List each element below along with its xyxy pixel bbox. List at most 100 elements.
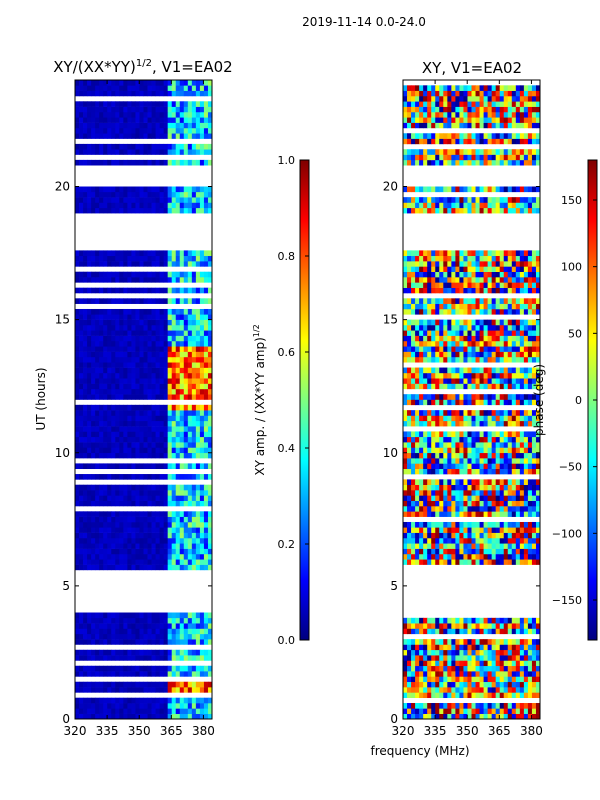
heatmap-cell [75, 378, 80, 384]
heatmap-cell [127, 330, 132, 336]
heatmap-cell [159, 452, 165, 459]
heatmap-cell [447, 628, 452, 635]
heatmap-cell [195, 655, 201, 661]
heatmap-cell [467, 506, 472, 512]
heatmap-cell [103, 463, 108, 470]
heatmap-cell [99, 703, 104, 709]
heatmap-cell [87, 340, 92, 347]
heatmap-cell [91, 484, 96, 491]
heatmap-cell [199, 261, 205, 267]
heatmap-cell [183, 628, 189, 635]
heatmap-cell [139, 197, 144, 203]
heatmap-cell [427, 330, 432, 336]
heatmap-cell [167, 404, 173, 411]
heatmap-cell [135, 500, 140, 507]
heatmap-cell [79, 537, 84, 544]
heatmap-cell [463, 687, 468, 693]
heatmap-cell [143, 420, 148, 427]
heatmap-cell [151, 255, 156, 262]
heatmap-cell [483, 458, 489, 464]
heatmap-cell [139, 532, 144, 539]
heatmap-cell [443, 442, 448, 448]
heatmap-cell [407, 490, 412, 496]
heatmap-cell [447, 324, 452, 331]
heatmap-cell [103, 122, 108, 129]
heatmap-cell [183, 308, 189, 315]
heatmap-cell [531, 649, 537, 656]
heatmap-cell [123, 665, 128, 672]
heatmap-cell [159, 149, 165, 155]
heatmap-cell [531, 692, 537, 699]
heatmap-cell [147, 703, 152, 709]
heatmap-cell [519, 442, 525, 448]
heatmap-cell [143, 697, 148, 704]
heatmap-cell [507, 495, 513, 501]
heatmap-cell [527, 330, 533, 336]
heatmap-cell [535, 660, 541, 667]
heatmap-cell [155, 426, 161, 432]
heatmap-cell [499, 617, 505, 624]
heatmap-cell [183, 420, 189, 427]
heatmap-cell [515, 644, 521, 651]
heatmap-cell [79, 521, 84, 528]
heatmap-cell [135, 665, 140, 672]
heatmap-cell [503, 458, 509, 464]
heatmap-cell [471, 340, 476, 347]
heatmap-cell [419, 436, 424, 443]
heatmap-cell [195, 713, 201, 720]
heatmap-cell [207, 122, 213, 129]
heatmap-cell [171, 117, 177, 123]
heatmap-cell [139, 261, 144, 267]
heatmap-cell [187, 559, 193, 565]
heatmap-cell [79, 346, 84, 352]
heatmap-cell [83, 404, 88, 411]
heatmap-cell [175, 80, 181, 86]
heatmap-cell [91, 372, 96, 379]
heatmap-cell [135, 532, 140, 539]
heatmap-cell [207, 106, 213, 113]
heatmap-cell [183, 447, 189, 454]
heatmap-cell [135, 207, 140, 214]
heatmap-cell [195, 314, 201, 320]
heatmap-cell [119, 298, 124, 304]
heatmap-cell [491, 479, 497, 485]
x-tick-label: 350 [128, 724, 151, 738]
heatmap-cell [107, 452, 112, 459]
heatmap-cell [403, 324, 408, 331]
heatmap-cell [499, 330, 505, 336]
heatmap-cell [159, 143, 165, 150]
heatmap-cell [127, 484, 132, 491]
heatmap-cell [95, 367, 100, 374]
heatmap-cell [447, 436, 452, 443]
heatmap-cell [431, 308, 436, 315]
heatmap-cell [91, 351, 96, 358]
heatmap-cell [191, 617, 197, 624]
heatmap-cell [203, 420, 209, 427]
heatmap-cell [179, 372, 185, 379]
heatmap-cell [499, 639, 505, 645]
heatmap-cell [191, 639, 197, 645]
heatmap-cell [87, 687, 92, 693]
heatmap-cell [451, 330, 456, 336]
heatmap-cell [191, 255, 197, 262]
heatmap-cell [459, 617, 464, 624]
heatmap-cell [119, 623, 124, 629]
heatmap-cell [471, 527, 476, 533]
heatmap-cell [155, 117, 161, 123]
heatmap-cell [111, 85, 116, 91]
heatmap-cell [199, 255, 205, 262]
heatmap-cell [151, 426, 156, 432]
heatmap-cell [171, 708, 177, 714]
heatmap-cell [531, 308, 537, 315]
heatmap-cell [435, 639, 440, 645]
heatmap-cell [95, 202, 100, 209]
heatmap-cell [167, 649, 173, 656]
heatmap-cell [531, 543, 537, 549]
heatmap-cell [135, 511, 140, 517]
heatmap-cell [207, 484, 213, 491]
heatmap-cell [99, 394, 104, 400]
heatmap-cell [515, 495, 521, 501]
heatmap-cell [495, 468, 501, 475]
heatmap-cell [159, 532, 165, 539]
heatmap-cell [179, 351, 185, 358]
